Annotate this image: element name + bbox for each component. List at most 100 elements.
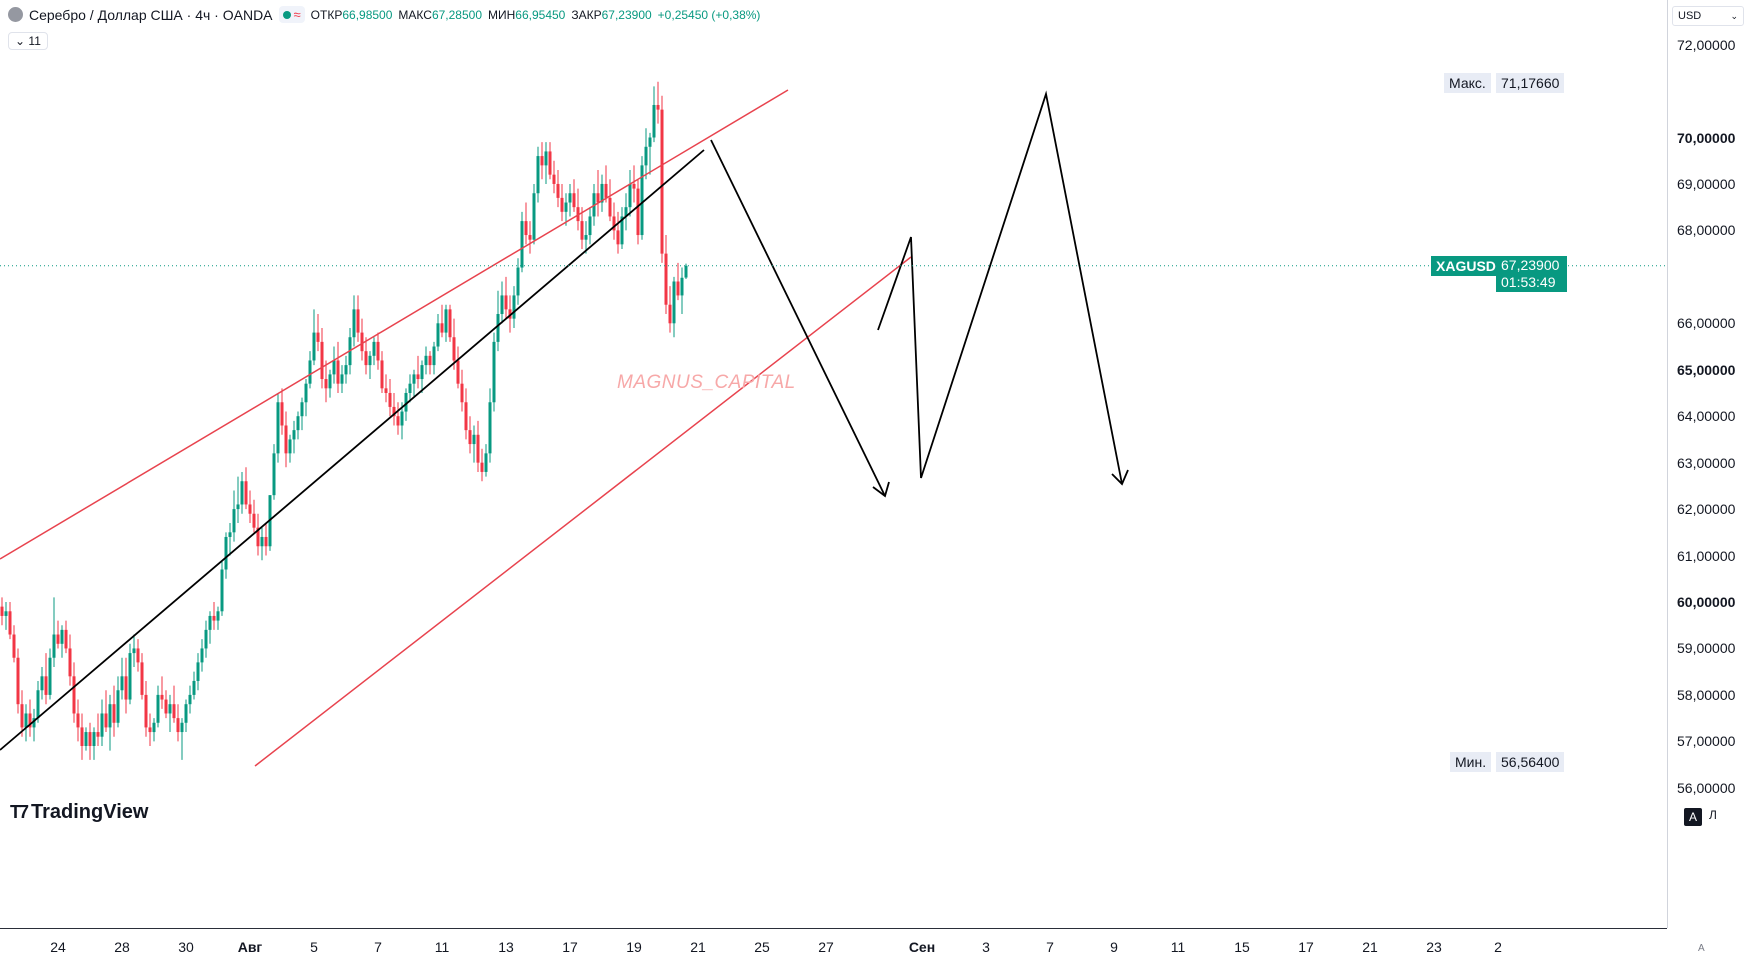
candle-body (92, 732, 96, 746)
candle-body (620, 216, 624, 245)
candle (192, 671, 196, 700)
candle (452, 318, 456, 370)
candle (88, 722, 92, 760)
price-scale[interactable] (1667, 0, 1750, 928)
candle (316, 314, 320, 352)
time-tick-label: 7 (374, 939, 382, 955)
candle (628, 170, 632, 217)
candle-body (656, 104, 660, 110)
price-chart[interactable] (0, 0, 1667, 928)
candle (296, 411, 300, 440)
candle-body (448, 309, 452, 338)
candle-body (144, 694, 148, 728)
candle (384, 374, 388, 403)
candle-body (404, 392, 408, 412)
candle-body (328, 374, 332, 389)
candle (444, 304, 448, 342)
candle (48, 648, 52, 700)
indicators-collapse-button[interactable]: ⌄ 11 (8, 32, 48, 50)
tradingview-logo[interactable]: T7 TradingView (10, 801, 148, 824)
time-tick-label: 7 (1046, 939, 1054, 955)
candle-body (408, 383, 412, 393)
candle-body (188, 694, 192, 705)
candle (612, 202, 616, 240)
candle (656, 81, 660, 124)
log-scale-button[interactable]: Л (1709, 808, 1717, 822)
time-tick-label: 5 (310, 939, 318, 955)
settings-a-button[interactable]: A (1698, 943, 1705, 954)
candle (324, 360, 328, 403)
candle (44, 653, 48, 705)
candle-body (484, 453, 488, 472)
candle (308, 351, 312, 389)
close-label: ЗАКР (571, 7, 602, 22)
candle (484, 444, 488, 477)
currency-select[interactable]: USD ⌄ (1672, 6, 1744, 26)
candle-body (432, 346, 436, 366)
candle-body (660, 109, 664, 254)
candle (532, 183, 536, 245)
candle (352, 295, 356, 347)
candle (524, 202, 528, 245)
candle-body (532, 193, 536, 240)
candle (200, 639, 204, 672)
candle-body (472, 434, 476, 445)
candle-body (632, 183, 636, 189)
time-scale[interactable]: 24 28 30 Авг 5 7 11 13 17 19 21 25 27 Сен 3 7 9 11 15 17 21 2… (0, 928, 1667, 960)
price-tick-label: 68,00000 (1677, 222, 1736, 239)
candle-body (480, 462, 484, 472)
candle-body (360, 332, 364, 352)
candle-body (396, 416, 400, 426)
candle-body (580, 221, 584, 240)
trend-line (0, 149, 705, 751)
candle-body (548, 151, 552, 175)
time-tick-label: Сен (908, 939, 936, 955)
candle-body (628, 183, 632, 208)
time-tick-label: 11 (1170, 939, 1186, 955)
candle (204, 620, 208, 658)
candle-body (444, 309, 448, 333)
candle-body (468, 430, 472, 445)
candle (388, 379, 392, 417)
candle-body (40, 676, 44, 691)
candle (228, 523, 232, 556)
candle (396, 402, 400, 435)
candle-body (56, 634, 60, 644)
candle-body (460, 383, 464, 403)
candle-body (308, 360, 312, 384)
candle-body (488, 402, 492, 454)
candle (660, 95, 664, 263)
candle-body (124, 676, 128, 700)
chart-pane[interactable]: Серебро / Доллар США · 4ч · OANDA ≈ ОТКР… (0, 0, 1667, 928)
price-tick-label: 61,00000 (1677, 547, 1736, 564)
candle-body (260, 536, 264, 547)
candle-body (76, 713, 80, 728)
candle (328, 369, 332, 398)
auto-scale-button[interactable]: A (1684, 808, 1702, 826)
candle-body (456, 360, 460, 384)
price-tick-label: 65,00000 (1677, 361, 1736, 378)
candle (212, 602, 216, 630)
time-tick-label: 17 (1298, 939, 1314, 955)
candle-body (236, 504, 240, 510)
candle (276, 392, 280, 463)
candle-body (252, 513, 256, 528)
candle (464, 388, 468, 440)
candle (576, 188, 580, 231)
candle (496, 290, 500, 352)
symbol-title[interactable]: Серебро / Доллар США · 4ч · OANDA (29, 6, 273, 23)
candle-body (524, 221, 528, 236)
candle-body (412, 374, 416, 384)
candle (220, 560, 224, 616)
candle (268, 495, 272, 551)
candle-body (552, 174, 556, 184)
candle (136, 639, 140, 672)
candle (64, 620, 68, 654)
candle (160, 676, 164, 709)
candle (424, 346, 428, 375)
candle (412, 369, 416, 398)
candle (184, 699, 188, 733)
candle-body (672, 281, 676, 324)
market-status-badge[interactable]: ≈ (278, 6, 305, 23)
candle-body (504, 295, 508, 310)
